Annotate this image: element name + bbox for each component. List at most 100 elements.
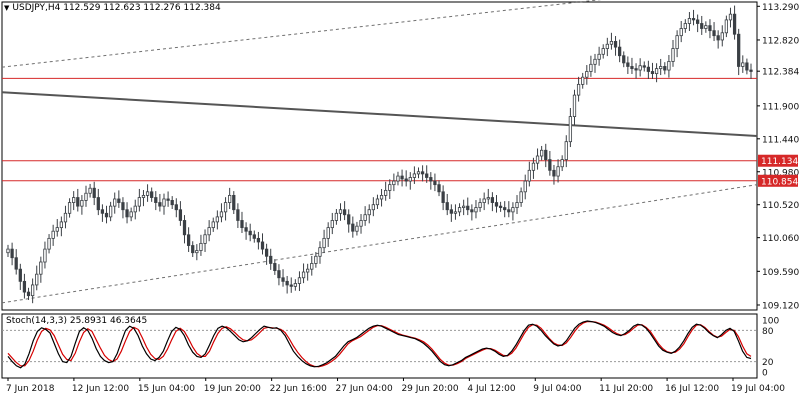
candle-body (125, 209, 129, 218)
candle-body (498, 205, 503, 208)
candle-body (384, 189, 388, 196)
candle-body (150, 191, 154, 198)
candle-body (84, 192, 88, 201)
candle-body (6, 248, 10, 254)
candle-body (260, 241, 265, 250)
candle-body (700, 23, 704, 29)
candle-body (589, 63, 593, 72)
candle-body (141, 194, 146, 198)
candle-body (597, 53, 601, 60)
candle-body (622, 55, 626, 64)
candle-body (732, 13, 737, 35)
channel-dotted-line-2 (1, 184, 758, 304)
candle-body (683, 23, 687, 29)
price-axis-label: 110.060 (762, 234, 799, 244)
price-axis-label: 111.440 (762, 135, 799, 145)
candle-body (486, 197, 490, 200)
candle-body (158, 202, 162, 207)
candle-body (191, 245, 195, 254)
candle-body (76, 197, 80, 207)
candle-body (108, 205, 113, 218)
candle-body (568, 116, 573, 143)
candle-body (404, 178, 408, 182)
candle-body (72, 197, 76, 203)
price-axis-label: 109.590 (762, 268, 799, 278)
candle-body (96, 197, 100, 211)
candle-body (347, 214, 351, 225)
candle-body (527, 169, 531, 182)
price-level-label-bg (758, 154, 798, 167)
candle-body (466, 205, 470, 211)
candle-body (613, 40, 618, 48)
candle-body (601, 48, 605, 55)
time-axis-label: 27 Jun 04:00 (336, 384, 393, 394)
current-price-label: 112.384 (762, 68, 799, 78)
regression-midline (1, 91, 758, 137)
time-axis-label: 9 Jul 04:00 (533, 384, 582, 394)
candle-body (646, 66, 651, 72)
candle-body (236, 209, 240, 221)
candle-body (113, 198, 117, 207)
candle-body (162, 198, 166, 207)
candle-body (392, 180, 396, 186)
price-level-label: 111.134 (761, 157, 798, 167)
candle-body (687, 18, 692, 24)
candle-body (342, 209, 347, 216)
triangle-down-icon[interactable]: ▼ (4, 4, 10, 12)
ohlc-low: 112.276 (143, 3, 181, 13)
ohlc-high: 112.623 (103, 3, 141, 13)
candle-body (145, 191, 150, 196)
candle-body (552, 169, 556, 177)
candle-body (207, 227, 211, 236)
time-axis-label: 7 Jun 2018 (6, 384, 55, 394)
candle-body (55, 227, 59, 232)
price-axis-label: 112.820 (762, 36, 799, 46)
candle-body (121, 202, 125, 211)
candle-body (724, 19, 729, 34)
candle-body (642, 65, 646, 68)
candle-body (39, 261, 43, 275)
candle-body (67, 202, 72, 214)
candle-body (449, 209, 453, 214)
price-panel-frame (1, 1, 758, 311)
candle-body (232, 194, 236, 211)
candle-body (166, 198, 170, 201)
candle-body (154, 197, 158, 203)
candle-body (338, 209, 343, 214)
candle-body (133, 205, 137, 213)
candle-body (22, 280, 27, 293)
candle-body (228, 194, 232, 203)
price-level-label-bg (758, 174, 798, 187)
chart-symbol-header: ▼ USDJPY,H4 112.529 112.623 112.276 112.3… (4, 3, 221, 13)
candle-body (412, 173, 417, 178)
candle-body (244, 227, 248, 232)
candle-body (281, 277, 285, 282)
candle-body (92, 187, 96, 198)
candle-body (544, 149, 548, 160)
candle-body (712, 30, 716, 37)
stochastic-signal-line (7, 321, 752, 368)
candle-body (507, 209, 511, 213)
candle-body (170, 200, 174, 206)
candle-body (720, 32, 724, 41)
candle-body (199, 242, 203, 251)
candle-body (416, 171, 421, 175)
candle-body (572, 94, 577, 118)
candle-body (671, 48, 675, 62)
candle-body (576, 83, 581, 96)
candle-body (359, 220, 363, 227)
candle-body (494, 202, 499, 207)
candle-body (564, 141, 568, 160)
candle-body (585, 71, 589, 78)
candle-body (211, 221, 215, 229)
candle-body (117, 198, 121, 203)
candle-body (355, 225, 359, 232)
candle-body (593, 58, 597, 65)
candle-body (174, 204, 178, 211)
candle-body (679, 28, 683, 37)
candle-body (318, 247, 322, 257)
candle-body (445, 202, 449, 211)
candle-body (462, 205, 466, 208)
candle-body (203, 234, 207, 244)
